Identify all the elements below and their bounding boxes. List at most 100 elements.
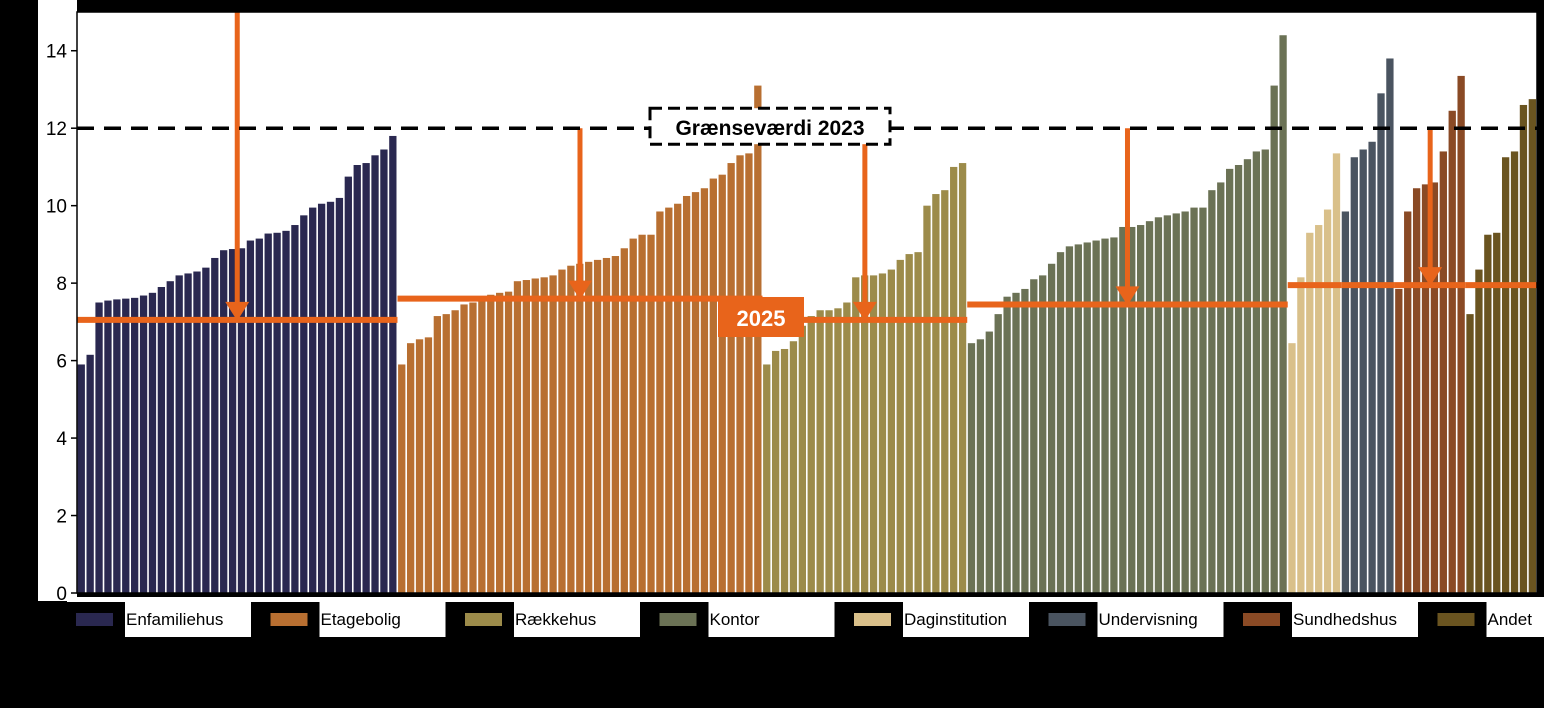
bar-etagebolig-5 xyxy=(433,316,441,593)
bar-kontor-8 xyxy=(1030,279,1038,593)
bar-etagebolig-3 xyxy=(415,339,424,593)
legend-label-bg-daginstitution xyxy=(903,602,1029,637)
bar-daginstitution-3 xyxy=(1306,232,1314,593)
legend: Enfamiliehus Etagebolig Rækkehus Kontor Dagi… xyxy=(67,597,1544,637)
legend-swatch-etagebolig xyxy=(270,613,308,626)
bar-etagebolig-1 xyxy=(398,364,406,593)
legend-label-andet: Andet xyxy=(1488,610,1533,629)
bar-enfamiliehus-35 xyxy=(380,149,388,593)
bar-enfamiliehus-26 xyxy=(300,215,308,593)
bar-enfamiliehus-5 xyxy=(113,299,121,593)
bar-etagebolig-28 xyxy=(638,234,646,593)
legend-top-strip xyxy=(67,597,1544,602)
bar-andet-8 xyxy=(1528,99,1536,594)
bar-etagebolig-41 xyxy=(754,85,762,593)
bar-kontor-21 xyxy=(1145,221,1154,593)
bar-raekkehus-10 xyxy=(843,302,851,593)
bar-kontor-27 xyxy=(1199,207,1207,593)
bar-undervisning-1 xyxy=(1341,211,1350,594)
bar-enfamiliehus-9 xyxy=(148,292,157,593)
bar-etagebolig-35 xyxy=(700,188,709,594)
bar-kontor-17 xyxy=(1110,237,1118,593)
legend-swatch-enfamiliehus xyxy=(76,613,113,626)
bar-enfamiliehus-29 xyxy=(326,201,335,594)
target-lines-group xyxy=(77,12,1537,323)
bar-sundhedshus-2 xyxy=(1404,211,1412,594)
bar-enfamiliehus-21 xyxy=(255,238,263,593)
bar-etagebolig-11 xyxy=(487,294,495,593)
y-tick-label-14: 14 xyxy=(46,42,68,63)
bar-etagebolig-14 xyxy=(513,281,522,593)
bar-enfamiliehus-20 xyxy=(246,240,255,593)
y-axis: 0 2 4 6 8 10 12 14 xyxy=(46,42,77,605)
bar-raekkehus-13 xyxy=(869,275,878,593)
bar-kontor-15 xyxy=(1092,240,1100,593)
bar-enfamiliehus-12 xyxy=(175,275,183,593)
bar-enfamiliehus-25 xyxy=(291,225,299,593)
bar-enfamiliehus-27 xyxy=(309,207,317,593)
bar-kontor-7 xyxy=(1021,288,1029,593)
bar-andet-2 xyxy=(1475,269,1483,593)
bar-etagebolig-21 xyxy=(576,263,584,593)
bar-kontor-24 xyxy=(1172,213,1180,593)
bar-enfamiliehus-30 xyxy=(335,197,344,594)
bar-andet-1 xyxy=(1466,314,1474,593)
bar-etagebolig-37 xyxy=(718,174,726,593)
bar-sundhedshus-4 xyxy=(1421,184,1430,594)
bar-enfamiliehus-14 xyxy=(193,271,201,593)
bar-kontor-34 xyxy=(1261,149,1269,593)
bar-kontor-29 xyxy=(1217,182,1225,593)
y-tick-label-8: 8 xyxy=(56,274,67,295)
legend-label-bg-andet xyxy=(1486,602,1544,637)
legend-label-undervisning: Undervisning xyxy=(1099,610,1198,629)
arrow-head-enfamiliehus xyxy=(225,301,250,321)
bar-raekkehus-3 xyxy=(780,348,789,593)
bar-kontor-16 xyxy=(1101,238,1109,593)
bar-raekkehus-18 xyxy=(914,252,922,593)
bar-undervisning-6 xyxy=(1386,58,1394,594)
bar-etagebolig-31 xyxy=(665,207,673,593)
bar-raekkehus-21 xyxy=(941,190,949,594)
legend-label-etagebolig: Etagebolig xyxy=(321,610,401,629)
bar-daginstitution-1 xyxy=(1288,343,1296,593)
bar-kontor-30 xyxy=(1226,168,1234,593)
bar-sundhedshus-6 xyxy=(1439,151,1447,593)
arrow-head-etagebolig xyxy=(567,280,592,300)
bar-etagebolig-23 xyxy=(593,259,602,593)
bar-enfamiliehus-34 xyxy=(371,155,379,593)
bar-sundhedshus-1 xyxy=(1395,288,1403,593)
bar-etagebolig-20 xyxy=(567,265,575,593)
bar-etagebolig-26 xyxy=(620,248,628,593)
y-tick-label-10: 10 xyxy=(46,197,67,218)
bar-etagebolig-33 xyxy=(682,195,691,594)
bar-kontor-13 xyxy=(1074,244,1082,593)
bar-kontor-35 xyxy=(1270,85,1278,593)
bar-sundhedshus-7 xyxy=(1448,110,1456,594)
bar-etagebolig-34 xyxy=(691,192,700,594)
bar-enfamiliehus-7 xyxy=(131,297,139,593)
bar-enfamiliehus-16 xyxy=(211,257,219,593)
bar-etagebolig-2 xyxy=(406,343,415,593)
legend-label-enfamiliehus: Enfamiliehus xyxy=(126,610,223,629)
bar-undervisning-2 xyxy=(1350,157,1358,593)
legend-label-bg-etagebolig xyxy=(319,602,446,637)
legend-swatch-daginstitution xyxy=(854,613,891,626)
bar-raekkehus-7 xyxy=(816,310,824,593)
bar-raekkehus-9 xyxy=(834,308,842,593)
bar-daginstitution-5 xyxy=(1323,209,1332,594)
bar-kontor-5 xyxy=(1003,296,1011,593)
legend-label-bg-kontor xyxy=(708,602,835,637)
bar-etagebolig-9 xyxy=(469,302,477,593)
legend-label-raekkehus: Rækkehus xyxy=(515,610,596,629)
bar-enfamiliehus-28 xyxy=(317,203,326,594)
bar-etagebolig-19 xyxy=(558,269,566,593)
bar-kontor-20 xyxy=(1136,225,1145,593)
bar-etagebolig-29 xyxy=(647,234,655,593)
legend-swatch-raekkehus xyxy=(465,613,502,626)
bar-etagebolig-22 xyxy=(585,261,593,593)
plot-frame xyxy=(76,11,1538,594)
bar-kontor-19 xyxy=(1128,226,1136,593)
bar-etagebolig-15 xyxy=(522,280,531,593)
left-margin-panel xyxy=(38,0,77,601)
